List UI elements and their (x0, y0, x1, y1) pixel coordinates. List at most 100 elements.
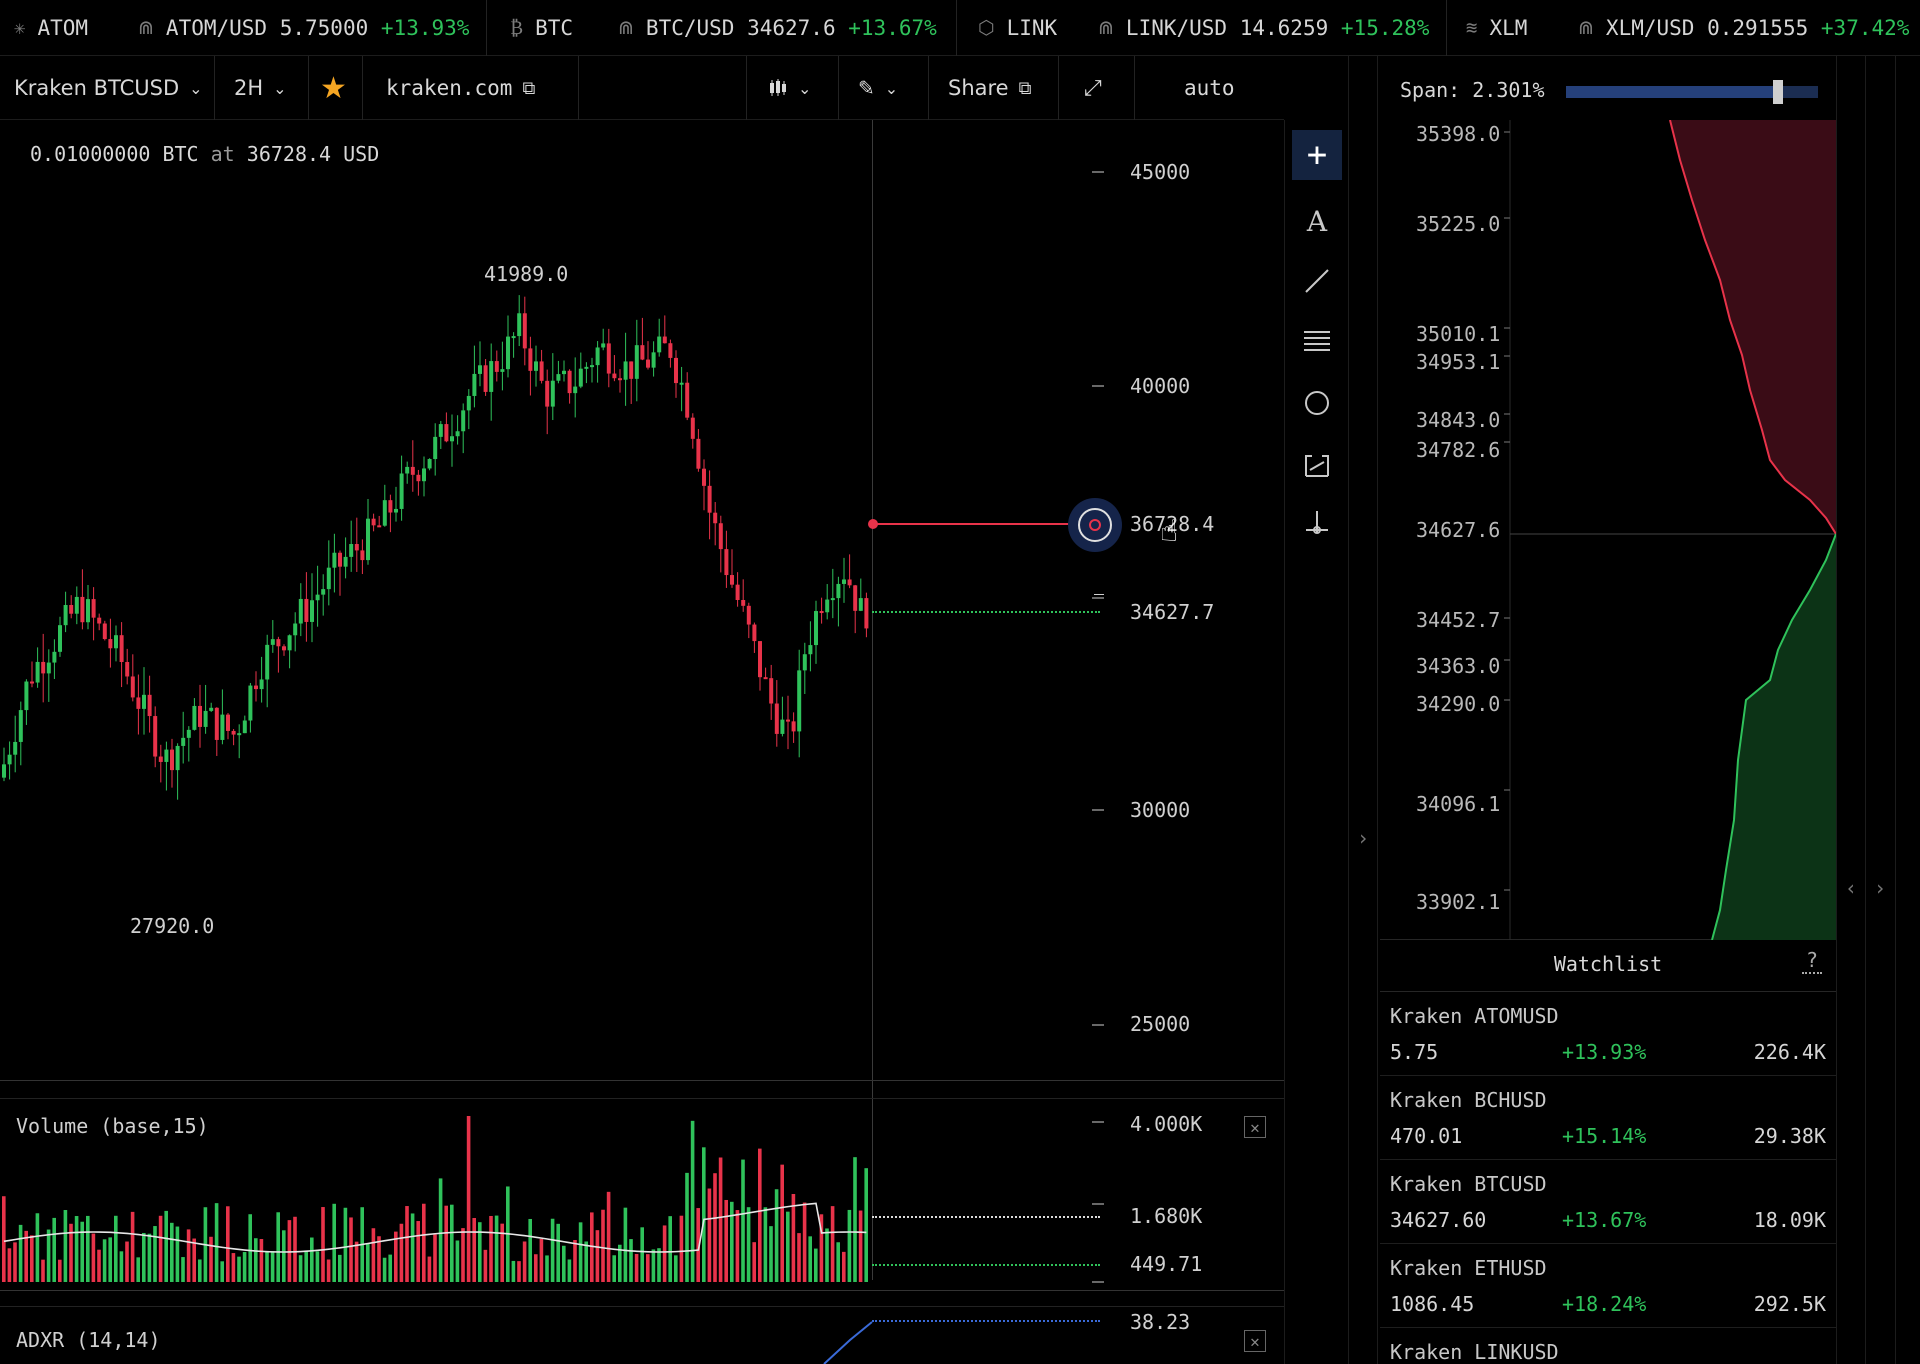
candle (769, 664, 774, 720)
candlestick-chart[interactable] (0, 120, 1090, 1080)
circle-icon[interactable] (1292, 378, 1342, 428)
chevron-right-icon[interactable]: › (1874, 876, 1887, 900)
help-icon[interactable]: ? (1801, 948, 1822, 974)
ticker-item-link[interactable]: ⬡ LINK (978, 0, 1057, 56)
candle (310, 573, 314, 643)
fib-icon[interactable] (1292, 316, 1342, 366)
depth-chart[interactable] (1380, 120, 1836, 940)
volume-bar (769, 1226, 773, 1282)
volume-bar (590, 1212, 594, 1282)
crosshair-icon[interactable]: + (1292, 130, 1342, 180)
volume-bar (612, 1255, 616, 1282)
candle (332, 533, 337, 593)
order-handle[interactable] (1068, 498, 1122, 552)
volume-bar (119, 1251, 124, 1282)
side-collapse-bar[interactable]: › (1866, 56, 1896, 1364)
ticker-pair-btc[interactable]: ⋒ BTC/USD 34627.6 +13.67% (618, 0, 937, 56)
measure-icon[interactable] (1292, 438, 1342, 488)
panel-divider[interactable] (0, 1290, 1284, 1291)
favorite-star-icon[interactable]: ★ (320, 70, 347, 106)
interval-select[interactable]: 2H ⌄ (234, 56, 287, 120)
close-icon[interactable]: ✕ (1244, 1330, 1266, 1352)
panel-divider[interactable] (0, 1080, 1284, 1081)
candle (287, 634, 292, 669)
price-ticker: ✳ ATOM ⋒ ATOM/USD 5.75000 +13.93% ₿ BTC … (0, 0, 1920, 56)
volume-bar (259, 1239, 264, 1282)
candle (226, 713, 230, 740)
candle (203, 684, 208, 734)
chevron-left-icon[interactable]: ‹ (1845, 876, 1858, 900)
volume-axis-ticks (1092, 1121, 1104, 1283)
candle (153, 706, 158, 768)
volume-moving-average (3, 1202, 867, 1253)
candles-icon (770, 79, 786, 96)
candle (74, 586, 79, 625)
volume-bar (646, 1254, 650, 1282)
volume-bar (450, 1204, 454, 1282)
volume-chart[interactable] (0, 1100, 1090, 1290)
volume-bar (24, 1230, 28, 1282)
volume-bar (461, 1228, 465, 1282)
volume-bar (164, 1210, 168, 1282)
volume-bar (730, 1201, 734, 1282)
ticker-symbol: LINK (1006, 16, 1058, 40)
text-icon[interactable]: A (1306, 204, 1328, 238)
close-icon[interactable]: ✕ (1244, 1116, 1266, 1138)
kraken-icon: ⋒ (1098, 17, 1114, 39)
ticker-item-btc[interactable]: ₿ BTC (510, 0, 573, 56)
candle (702, 459, 706, 511)
candle (506, 315, 510, 378)
watchlist-row[interactable]: Kraken LINKUSD (1380, 1328, 1836, 1364)
watchlist-row[interactable]: Kraken ETHUSD 1086.45 +18.24% 292.5K (1380, 1244, 1836, 1328)
volume-bar (847, 1209, 852, 1282)
chart-type-select[interactable]: ⌄ (768, 56, 811, 120)
ticker-item-atom[interactable]: ✳ ATOM (14, 0, 88, 56)
ticker-pair-atom[interactable]: ⋒ ATOM/USD 5.75000 +13.93% (138, 0, 469, 56)
volume-bar (181, 1257, 185, 1282)
volume-bar (522, 1241, 527, 1282)
ticker-pair-link[interactable]: ⋒ LINK/USD 14.6259 +15.28% (1098, 0, 1429, 56)
ticker-pair-xlm[interactable]: ⋒ XLM/USD 0.291555 +37.42% (1578, 0, 1909, 56)
candle (685, 372, 690, 421)
span-slider[interactable] (1566, 80, 1818, 104)
chevron-down-icon: ⌄ (189, 78, 203, 98)
candle (618, 369, 622, 393)
side-collapse-bar[interactable]: ‹ (1836, 56, 1866, 1364)
candle (46, 649, 51, 702)
price-tick: 40000 (1130, 374, 1191, 398)
ticker-item-xlm[interactable]: ≋ XLM (1466, 0, 1527, 56)
drawing-select[interactable]: ✎ ⌄ (858, 56, 898, 120)
chevron-right-icon[interactable]: › (1357, 826, 1370, 850)
stellar-icon: ≋ (1466, 17, 1478, 39)
source-link[interactable]: kraken.com ⧉ (386, 56, 535, 120)
volume-bar (332, 1203, 336, 1282)
scale-mode-button[interactable]: auto (1184, 56, 1235, 120)
watchlist-row[interactable]: Kraken BTCUSD 34627.60 +13.67% 18.09K (1380, 1160, 1836, 1244)
adxr-last-line (872, 1320, 1100, 1322)
volume-bar (175, 1226, 180, 1282)
order-price-line[interactable] (872, 523, 1096, 525)
candle (539, 349, 544, 384)
order-line-anchor[interactable] (868, 519, 878, 529)
market-select[interactable]: Kraken BTCUSD ⌄ (14, 56, 203, 120)
share-button[interactable]: Share ⧉ (948, 56, 1031, 120)
candle (500, 341, 505, 391)
ticker-price: 5.75000 (279, 16, 369, 40)
watchlist-row[interactable]: Kraken ATOMUSD 5.75 +13.93% 226.4K (1380, 992, 1836, 1076)
span-slider-handle[interactable] (1772, 80, 1783, 104)
candle (181, 711, 186, 764)
mid-level: 34627.6 (1416, 518, 1501, 542)
volume-bar (578, 1222, 583, 1282)
line-icon[interactable] (1292, 256, 1342, 306)
candle (63, 591, 68, 633)
fullscreen-button[interactable]: ⤢ (1084, 56, 1102, 120)
candle (209, 702, 214, 713)
watchlist-row[interactable]: Kraken BCHUSD 470.01 +15.14% 29.38K (1380, 1076, 1836, 1160)
anchor-icon[interactable] (1292, 498, 1342, 548)
collapse-bar[interactable]: › (1348, 56, 1378, 1364)
candle (522, 296, 527, 366)
volume-panel-title: Volume (base,15) (16, 1114, 209, 1138)
volume-bar (86, 1215, 90, 1282)
volume-bar (237, 1256, 241, 1282)
volume-bar (422, 1203, 426, 1282)
